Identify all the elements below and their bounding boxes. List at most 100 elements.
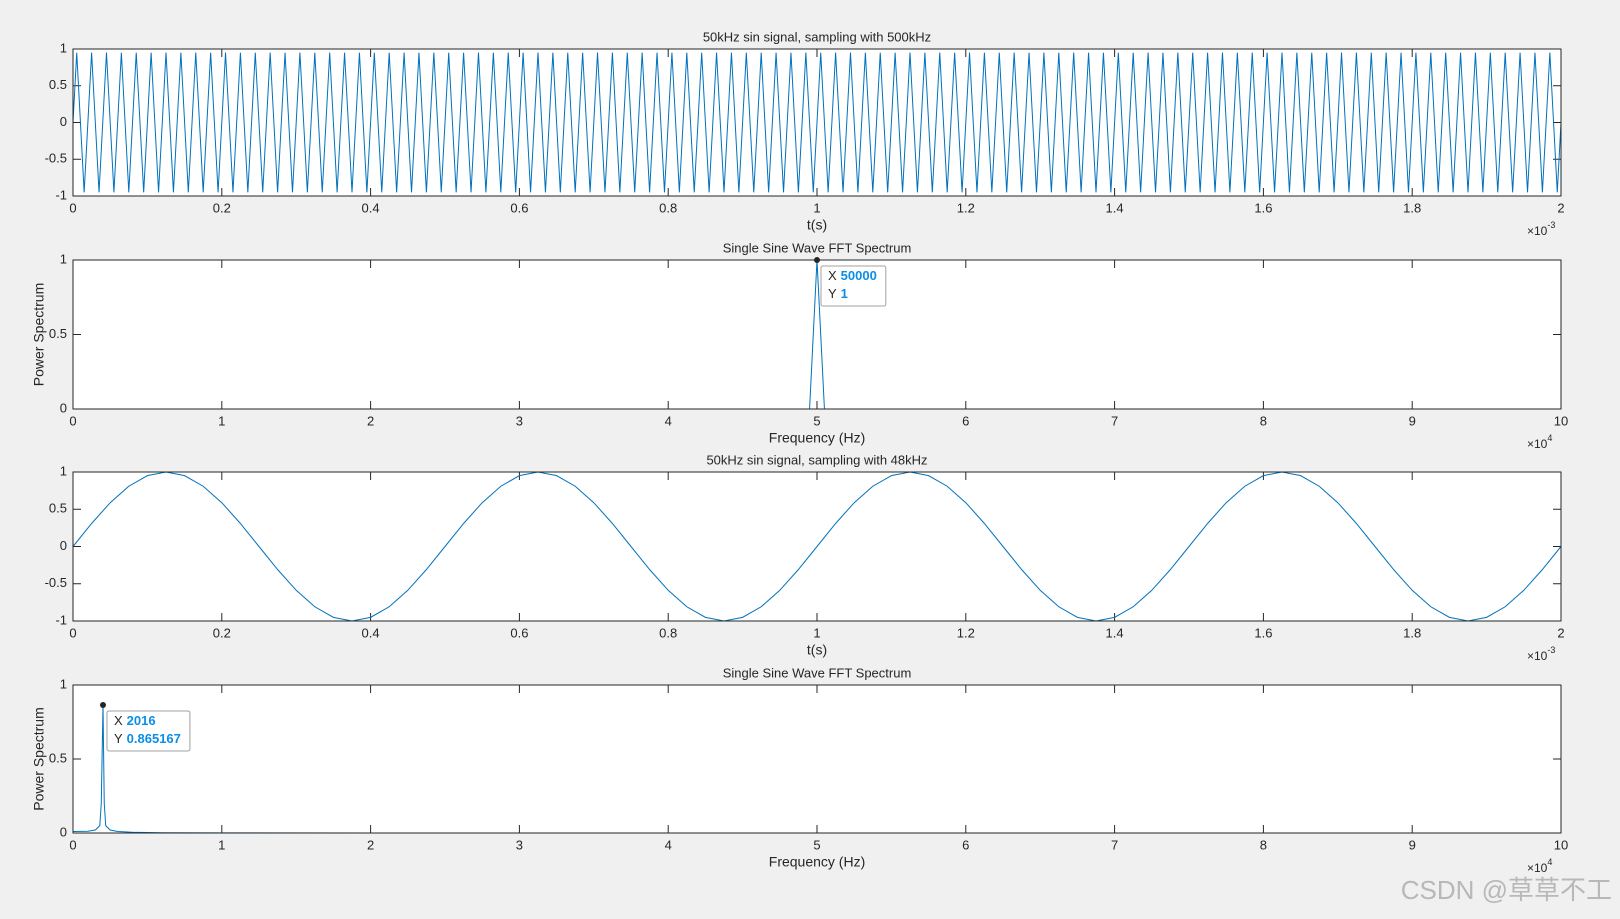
x-axis-multiplier: ×104: [1527, 857, 1552, 875]
data-tip-marker: [99, 701, 106, 708]
multiplier-exponent: 4: [1547, 857, 1552, 867]
data-tip-x-value: 50000: [841, 268, 877, 283]
x-tick-label: 0.2: [213, 200, 231, 215]
x-tick-label: 10: [1554, 837, 1568, 852]
x-tick-label: 6: [962, 413, 969, 428]
multiplier-exponent: -3: [1547, 645, 1555, 655]
data-tip-x-value: 2016: [127, 713, 156, 728]
x-axis-multiplier: ×10-3: [1527, 220, 1555, 238]
y-tick-label: 0.5: [49, 750, 67, 765]
data-tip-box: [820, 265, 887, 307]
multiplier-exponent: -3: [1547, 220, 1555, 230]
x-tick-label: 1.6: [1254, 200, 1272, 215]
data-tip-x-label: X: [828, 268, 837, 283]
data-tip-marker: [814, 257, 820, 263]
x-tick-label: 0.8: [659, 625, 677, 640]
y-tick-label: 0: [60, 824, 67, 839]
multiplier-base: ×10: [1527, 861, 1548, 875]
x-tick-label: 0: [69, 837, 76, 852]
x-tick-label: 7: [1111, 837, 1118, 852]
x-tick-label: 7: [1111, 413, 1118, 428]
x-tick-label: 5: [813, 837, 820, 852]
y-tick-label: -1: [55, 187, 67, 202]
axes-box: [72, 684, 1562, 834]
y-tick-label: -0.5: [45, 151, 67, 166]
data-tip-x-label: X: [114, 713, 123, 728]
x-tick-label: 8: [1260, 413, 1267, 428]
y-tick-label: 1: [60, 676, 67, 691]
x-tick-label: 1: [218, 413, 225, 428]
x-tick-label: 0.4: [362, 200, 380, 215]
data-line: [72, 471, 1562, 622]
x-tick-label: 0: [69, 200, 76, 215]
data-tip-y: Y 0.865167: [114, 731, 181, 746]
x-axis-multiplier: ×104: [1527, 433, 1552, 451]
y-tick-label: 0.5: [49, 501, 67, 516]
x-tick-label: 0: [69, 413, 76, 428]
x-tick-label: 0: [69, 625, 76, 640]
x-tick-label: 2: [1557, 200, 1564, 215]
y-tick-label: -0.5: [45, 575, 67, 590]
x-tick-label: 8: [1260, 837, 1267, 852]
x-tick-label: 1.2: [957, 625, 975, 640]
data-tip-x: X 2016: [114, 713, 156, 728]
axes-box: [72, 471, 1562, 622]
chart-title: 50kHz sin signal, sampling with 500kHz: [703, 29, 931, 44]
axes-box: [72, 48, 1562, 197]
x-tick-label: 0.8: [659, 200, 677, 215]
axes-background: [73, 685, 1561, 833]
y-tick-label: 0: [60, 114, 67, 129]
x-tick-label: 4: [665, 413, 672, 428]
x-tick-label: 1.4: [1106, 625, 1124, 640]
x-tick-label: 1.8: [1403, 625, 1421, 640]
x-tick-label: 9: [1409, 837, 1416, 852]
x-tick-label: 3: [516, 837, 523, 852]
multiplier-base: ×10: [1527, 649, 1548, 663]
x-tick-label: 10: [1554, 413, 1568, 428]
x-tick-label: 0.6: [510, 200, 528, 215]
data-tip-box: [106, 710, 191, 752]
x-tick-label: 1.4: [1106, 200, 1124, 215]
x-tick-label: 1: [813, 200, 820, 215]
x-tick-label: 5: [813, 413, 820, 428]
data-tip-y-value: 0.865167: [127, 731, 181, 746]
x-tick-label: 2: [367, 837, 374, 852]
y-tick-label: 0: [60, 400, 67, 415]
multiplier-exponent: 4: [1547, 433, 1552, 443]
x-tick-label: 1: [218, 837, 225, 852]
x-tick-label: 2: [1557, 625, 1564, 640]
x-axis-label: t(s): [807, 217, 827, 233]
data-tip-x: X 50000: [828, 268, 877, 283]
data-tip-y-label: Y: [114, 731, 123, 746]
x-tick-label: 9: [1409, 413, 1416, 428]
axes-background: [73, 260, 1561, 409]
y-tick-label: -1: [55, 612, 67, 627]
chart-title: Single Sine Wave FFT Spectrum: [723, 240, 912, 255]
x-tick-label: 3: [516, 413, 523, 428]
y-tick-label: 1: [60, 251, 67, 266]
x-axis-label: t(s): [807, 642, 827, 658]
x-tick-label: 1.2: [957, 200, 975, 215]
y-tick-label: 0: [60, 538, 67, 553]
chart-title: Single Sine Wave FFT Spectrum: [723, 665, 912, 680]
x-tick-label: 0.2: [213, 625, 231, 640]
y-axis-label: Power Spectrum: [31, 283, 47, 386]
data-line: [72, 52, 1562, 193]
multiplier-base: ×10: [1527, 437, 1548, 451]
multiplier-base: ×10: [1527, 224, 1548, 238]
x-axis-label: Frequency (Hz): [769, 854, 865, 870]
x-tick-label: 1.6: [1254, 625, 1272, 640]
x-axis-multiplier: ×10-3: [1527, 645, 1555, 663]
x-tick-label: 0.6: [510, 625, 528, 640]
chart-title: 50kHz sin signal, sampling with 48kHz: [706, 452, 927, 467]
watermark: CSDN @草草不工: [1401, 875, 1612, 905]
x-tick-label: 6: [962, 837, 969, 852]
data-tip: X 2016 Y 0.865167: [99, 701, 191, 752]
data-tip: X 50000 Y 1: [814, 257, 887, 307]
y-axis-label: Power Spectrum: [31, 707, 47, 810]
y-tick-label: 1: [60, 40, 67, 55]
data-tip-y-value: 1: [841, 286, 848, 301]
y-tick-label: 1: [60, 463, 67, 478]
